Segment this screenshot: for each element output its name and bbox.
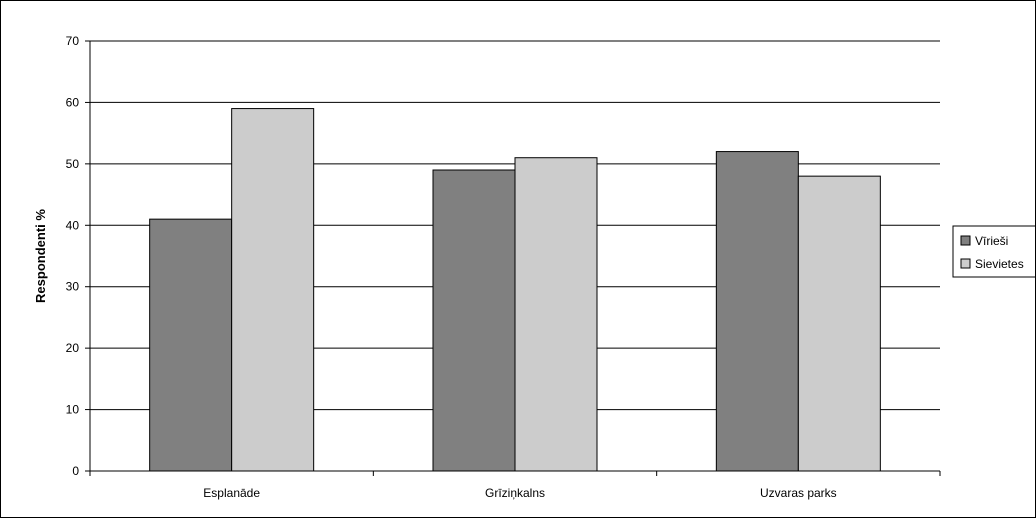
x-tick-label: Grīziņkalns — [485, 486, 545, 500]
legend-label: Vīrieši — [975, 234, 1008, 248]
y-tick-label: 70 — [66, 34, 80, 48]
legend-label: Sievietes — [975, 257, 1024, 271]
bar — [797, 175, 881, 472]
legend-swatch — [960, 235, 971, 246]
y-tick-label: 40 — [66, 218, 80, 232]
axes — [89, 41, 940, 472]
x-tick-label: Esplanāde — [203, 486, 260, 500]
bar — [715, 151, 799, 472]
y-tick-label: 60 — [66, 95, 80, 109]
y-tick-label: 30 — [66, 280, 80, 294]
y-ticks: 0 10 20 30 40 50 60 70 — [66, 34, 90, 478]
y-tick-label: 50 — [66, 157, 80, 171]
x-tick-label: Uzvaras parks — [760, 486, 837, 500]
bar — [149, 218, 233, 472]
x-ticks: Esplanāde Grīziņkalns Uzvaras parks — [89, 471, 941, 500]
bars — [149, 108, 881, 472]
legend: Vīrieši Sievietes — [952, 225, 1035, 278]
bar — [514, 157, 598, 472]
y-tick-label: 20 — [66, 341, 80, 355]
legend-swatch — [960, 258, 971, 269]
y-axis-title: Respondenti % — [33, 209, 48, 303]
bar — [231, 108, 315, 472]
y-tick-label: 10 — [66, 403, 80, 417]
y-tick-label: 0 — [72, 464, 79, 478]
bar — [432, 169, 516, 472]
